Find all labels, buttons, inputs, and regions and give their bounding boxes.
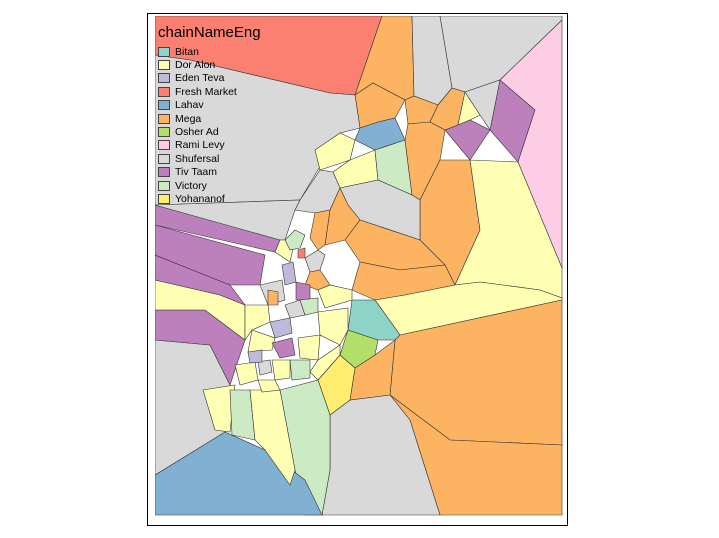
legend-item: Fresh Market [158, 85, 261, 98]
legend-item: Bitan [158, 45, 261, 58]
voronoi-cell [297, 247, 306, 259]
voronoi-cell [444, 119, 491, 161]
legend-swatch [158, 140, 170, 151]
legend-item: Lahav [158, 99, 261, 112]
voronoi-cell [309, 344, 341, 381]
legend-swatch [158, 46, 170, 57]
legend-swatch [158, 153, 170, 164]
voronoi-cell [155, 199, 301, 241]
legend: chainNameEng Bitan Dor Alon Eden Teva Fresh… [158, 24, 261, 206]
voronoi-cell [155, 224, 266, 286]
voronoi-cell [309, 209, 331, 251]
legend-label: Lahav [175, 99, 204, 112]
legend-label: Mega [175, 112, 202, 125]
voronoi-cell [244, 304, 271, 341]
voronoi-cell [281, 261, 297, 286]
legend-item: Tiv Taam [158, 166, 261, 179]
voronoi-map [155, 16, 563, 516]
voronoi-cell [317, 284, 353, 309]
legend-item: Mega [158, 112, 261, 125]
voronoi-cell [339, 329, 379, 369]
legend-swatch [158, 193, 170, 204]
voronoi-cell [304, 249, 326, 273]
legend-label: Dor Alon [175, 59, 216, 72]
legend-item: Dor Alon [158, 58, 261, 71]
legend-item: Eden Teva [158, 72, 261, 85]
legend-swatch [158, 60, 170, 71]
legend-swatch [158, 100, 170, 111]
legend-label: Osher Ad [175, 126, 219, 139]
voronoi-cell [271, 337, 296, 359]
voronoi-cell [284, 229, 306, 251]
legend-item: Yohananof [158, 192, 261, 205]
legend-label: Shufersal [175, 152, 220, 165]
legend-swatch [158, 73, 170, 84]
voronoi-cell [247, 349, 263, 364]
legend-label: Rami Levy [175, 139, 225, 152]
legend-item: Osher Ad [158, 125, 261, 138]
voronoi-cell [202, 384, 236, 433]
legend-swatch [158, 127, 170, 138]
legend-label: Tiv Taam [175, 166, 218, 179]
legend-swatch [158, 113, 170, 124]
voronoi-cell [234, 361, 259, 386]
voronoi-cell [289, 359, 311, 381]
legend-item: Rami Levy [158, 139, 261, 152]
voronoi-cell [267, 289, 279, 306]
legend-label: Eden Teva [175, 72, 225, 85]
legend-label: Victory [175, 179, 207, 192]
voronoi-cell [317, 307, 349, 346]
legend-item: Victory [158, 179, 261, 192]
legend-label: Bitan [175, 45, 199, 58]
legend-item: Shufersal [158, 152, 261, 165]
voronoi-cell [314, 132, 356, 171]
voronoi-cell [257, 359, 273, 376]
voronoi-cell [271, 359, 291, 381]
legend-swatch [158, 180, 170, 191]
voronoi-cell [269, 317, 293, 339]
legend-title: chainNameEng [158, 24, 261, 41]
voronoi-cell [257, 379, 281, 393]
legend-label: Yohananof [175, 192, 225, 205]
voronoi-cell [464, 79, 501, 131]
legend-label: Fresh Market [175, 85, 237, 98]
voronoi-cell [295, 281, 311, 301]
voronoi-cell [297, 334, 321, 361]
voronoi-cell [247, 329, 276, 353]
legend-swatch [158, 167, 170, 178]
legend-swatch [158, 86, 170, 97]
